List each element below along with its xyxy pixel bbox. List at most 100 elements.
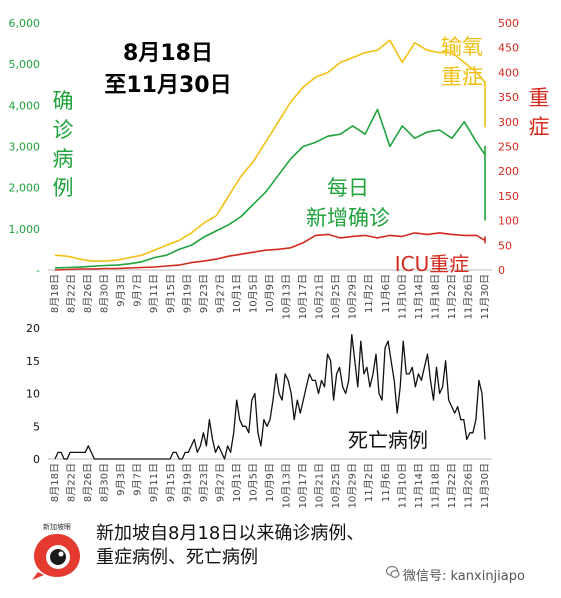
x-tick-label: 10月13日 [281, 463, 293, 508]
x-tick-label: 8月18日 [49, 274, 61, 313]
left-y-tick-label: 2,000 [9, 182, 41, 195]
x-tick-label: 11月6日 [380, 463, 392, 502]
x-tick-label: 11月10日 [396, 274, 408, 319]
left-y-tick-label: 5,000 [9, 58, 41, 71]
left-y-tick-label: 4,000 [9, 99, 41, 112]
x-tick-label: 11月22日 [446, 463, 458, 508]
x-tick-label: 11月26日 [462, 463, 474, 508]
right-y-tick-label: 400 [498, 66, 519, 79]
right-y-tick-label: 450 [498, 42, 519, 55]
x-tick-label: 9月15日 [165, 274, 177, 313]
x-tick-label: 9月7日 [132, 274, 144, 307]
date-range-line2: 至11月30日 [104, 73, 231, 98]
top-x-ticks: 8月18日 8月22日 8月26日 8月30日 9月3日 9月7日 9月11日 9月15日 9月… [49, 274, 491, 319]
right-y-tick-label: 200 [498, 165, 519, 178]
oxygen-label-line: 输氧 [441, 35, 483, 59]
series-deaths-line [54, 333, 486, 460]
bottom-y-tick-label: 5 [33, 420, 40, 433]
x-tick-label: 11月2日 [363, 463, 375, 502]
x-tick-label: 11月14日 [413, 463, 425, 508]
x-tick-label: 9月23日 [198, 274, 210, 313]
x-tick-label: 10月9日 [264, 463, 276, 502]
top-series-group [54, 39, 486, 271]
brand-logo: 新加坡眼 [28, 522, 86, 582]
x-tick-label: 11月30日 [479, 274, 491, 319]
top-left-y-ticks: 6,000 5,000 4,000 3,000 2,000 1,000 - [9, 17, 41, 277]
wechat-watermark: 微信号: kanxinjiapo [403, 569, 525, 584]
series-oxygen-line [54, 39, 486, 262]
x-tick-label: 11月18日 [429, 463, 441, 508]
left-y-tick-label: 1,000 [9, 223, 41, 236]
bottom-series-group [54, 333, 486, 460]
x-tick-label: 10月21日 [314, 463, 326, 508]
x-tick-label: 9月11日 [148, 274, 160, 313]
x-tick-label: 8月26日 [82, 463, 94, 502]
left-label-char: 确 [53, 89, 74, 113]
right-y-tick-label: 500 [498, 17, 519, 30]
bottom-y-ticks: 20 15 10 5 0 [26, 322, 40, 466]
right-y-tick-label: 0 [498, 264, 505, 277]
x-tick-label: 10月17日 [297, 274, 309, 319]
x-tick-label: 9月19日 [181, 463, 193, 502]
right-axis-label-char: 重 [529, 86, 550, 110]
left-y-tick-label: 6,000 [9, 17, 41, 30]
x-tick-label: 9月7日 [132, 463, 144, 496]
x-tick-label: 11月2日 [363, 274, 375, 313]
right-y-tick-label: 150 [498, 190, 519, 203]
footer-caption-line1: 新加坡自8月18日以来确诊病例、 [96, 523, 365, 544]
x-tick-label: 10月29日 [347, 463, 359, 508]
bottom-y-tick-label: 0 [33, 453, 40, 466]
series-confirmed-line [54, 108, 486, 269]
x-tick-label: 9月11日 [148, 463, 160, 502]
x-tick-label: 9月3日 [115, 463, 127, 496]
x-tick-label: 10月25日 [330, 463, 342, 508]
x-tick-label: 10月13日 [281, 274, 293, 319]
x-tick-label: 9月27日 [214, 463, 226, 502]
x-tick-label: 9月3日 [115, 274, 127, 307]
bottom-y-tick-label: 15 [26, 355, 40, 368]
x-tick-label: 8月18日 [49, 463, 61, 502]
x-tick-label: 8月30日 [99, 463, 111, 502]
right-y-tick-label: 300 [498, 116, 519, 129]
logo-text: 新加坡眼 [43, 523, 71, 531]
x-tick-label: 9月15日 [165, 463, 177, 502]
right-y-tick-label: 350 [498, 91, 519, 104]
x-tick-label: 11月30日 [479, 463, 491, 508]
x-tick-label: 10月1日 [231, 274, 243, 313]
x-tick-label: 11月6日 [380, 274, 392, 313]
x-tick-label: 8月26日 [82, 274, 94, 313]
x-tick-label: 8月30日 [99, 274, 111, 313]
deaths-label: 死亡病例 [348, 428, 428, 452]
left-y-tick-label: - [36, 264, 40, 277]
right-y-tick-label: 250 [498, 141, 519, 154]
x-tick-label: 9月23日 [198, 463, 210, 502]
left-label-char: 例 [53, 176, 74, 200]
x-tick-label: 10月9日 [264, 274, 276, 313]
wechat-icon [386, 565, 400, 578]
footer-caption: 新加坡自8月18日以来确诊病例、 重症病例、死亡病例 [96, 522, 426, 570]
right-axis-label-char: 症 [529, 115, 550, 139]
x-tick-label: 11月18日 [429, 274, 441, 319]
x-tick-label: 11月14日 [413, 274, 425, 319]
left-label-char: 病 [53, 147, 74, 171]
confirmed-label-line: 新增确诊 [306, 206, 390, 230]
bottom-y-tick-label: 20 [26, 322, 40, 335]
icu-label: ICU重症 [395, 252, 470, 276]
x-tick-label: 8月22日 [66, 463, 78, 502]
oxygen-label-line: 重症 [441, 65, 483, 89]
right-y-tick-label: 50 [498, 239, 512, 252]
footer-caption-line2: 重症病例、死亡病例 [96, 547, 258, 568]
x-tick-label: 10月5日 [247, 274, 259, 313]
series-icu-line [54, 232, 486, 271]
bottom-x-ticks: 8月18日 8月22日 8月26日 8月30日 9月3日 9月7日 9月11日 9月15日 9月… [49, 463, 491, 508]
x-tick-label: 9月19日 [181, 274, 193, 313]
left-y-tick-label: 3,000 [9, 141, 41, 154]
right-y-tick-label: 100 [498, 215, 519, 228]
x-tick-label: 10月5日 [247, 463, 259, 502]
x-tick-label: 11月22日 [446, 274, 458, 319]
x-tick-label: 10月29日 [347, 274, 359, 319]
confirmed-label-line: 每日 [327, 176, 369, 200]
x-tick-label: 9月27日 [214, 274, 226, 313]
